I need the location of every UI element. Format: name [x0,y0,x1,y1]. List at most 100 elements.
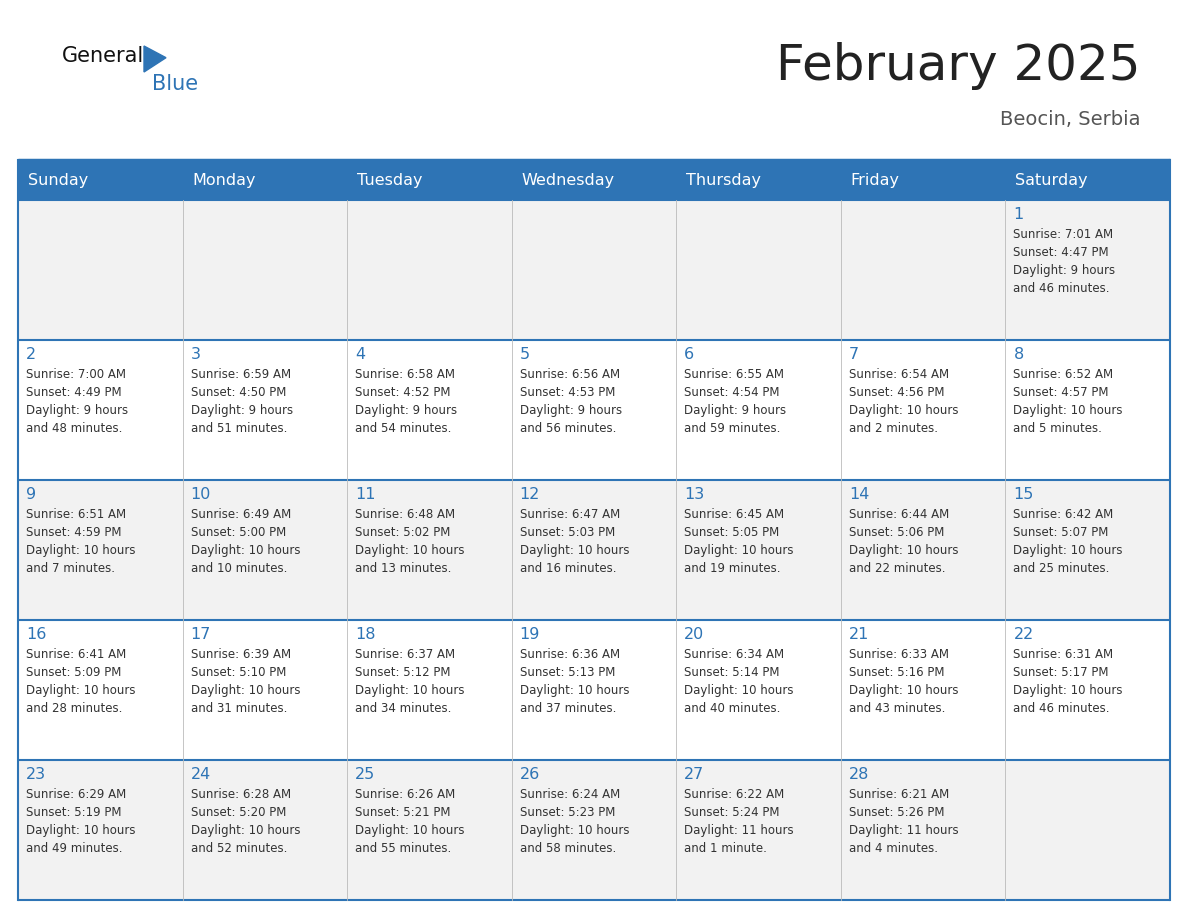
Text: 6: 6 [684,347,695,362]
Bar [183,200,347,340]
Text: 13: 13 [684,487,704,502]
Bar [347,760,512,900]
Text: 28: 28 [849,767,870,782]
Text: 12: 12 [519,487,541,502]
Bar [18,160,183,200]
Text: Sunday: Sunday [29,173,88,187]
Text: Sunrise: 6:36 AM
Sunset: 5:13 PM
Daylight: 10 hours
and 37 minutes.: Sunrise: 6:36 AM Sunset: 5:13 PM Dayligh… [519,648,630,715]
Text: Sunrise: 6:33 AM
Sunset: 5:16 PM
Daylight: 10 hours
and 43 minutes.: Sunrise: 6:33 AM Sunset: 5:16 PM Dayligh… [849,648,959,715]
Bar [512,480,676,620]
Text: Sunrise: 7:01 AM
Sunset: 4:47 PM
Daylight: 9 hours
and 46 minutes.: Sunrise: 7:01 AM Sunset: 4:47 PM Dayligh… [1013,228,1116,295]
Text: Wednesday: Wednesday [522,173,615,187]
Bar [18,760,183,900]
Bar [347,480,512,620]
Text: Sunrise: 6:48 AM
Sunset: 5:02 PM
Daylight: 10 hours
and 13 minutes.: Sunrise: 6:48 AM Sunset: 5:02 PM Dayligh… [355,508,465,575]
Text: Sunrise: 6:22 AM
Sunset: 5:24 PM
Daylight: 11 hours
and 1 minute.: Sunrise: 6:22 AM Sunset: 5:24 PM Dayligh… [684,788,794,855]
Bar [512,200,676,340]
Text: Sunrise: 6:51 AM
Sunset: 4:59 PM
Daylight: 10 hours
and 7 minutes.: Sunrise: 6:51 AM Sunset: 4:59 PM Dayligh… [26,508,135,575]
Bar [841,760,1005,900]
Bar [347,620,512,760]
Text: Sunrise: 6:39 AM
Sunset: 5:10 PM
Daylight: 10 hours
and 31 minutes.: Sunrise: 6:39 AM Sunset: 5:10 PM Dayligh… [190,648,301,715]
Text: Beocin, Serbia: Beocin, Serbia [999,110,1140,129]
Bar [676,340,841,480]
Bar [841,160,1005,200]
Bar [183,620,347,760]
Text: 4: 4 [355,347,365,362]
Text: 26: 26 [519,767,541,782]
Bar [347,160,512,200]
Text: Sunrise: 6:34 AM
Sunset: 5:14 PM
Daylight: 10 hours
and 40 minutes.: Sunrise: 6:34 AM Sunset: 5:14 PM Dayligh… [684,648,794,715]
Text: General: General [62,46,144,66]
Text: 14: 14 [849,487,870,502]
Bar [676,200,841,340]
Text: Sunrise: 6:41 AM
Sunset: 5:09 PM
Daylight: 10 hours
and 28 minutes.: Sunrise: 6:41 AM Sunset: 5:09 PM Dayligh… [26,648,135,715]
Text: 2: 2 [26,347,36,362]
Text: 25: 25 [355,767,375,782]
Text: Sunrise: 6:44 AM
Sunset: 5:06 PM
Daylight: 10 hours
and 22 minutes.: Sunrise: 6:44 AM Sunset: 5:06 PM Dayligh… [849,508,959,575]
Text: 16: 16 [26,627,46,642]
Text: Monday: Monday [192,173,257,187]
Text: 21: 21 [849,627,870,642]
Text: 10: 10 [190,487,211,502]
Text: February 2025: February 2025 [776,42,1140,90]
Bar [841,200,1005,340]
Bar [1005,160,1170,200]
Text: 20: 20 [684,627,704,642]
Bar [183,480,347,620]
Bar [512,160,676,200]
Bar [841,480,1005,620]
Text: 24: 24 [190,767,210,782]
Bar [512,760,676,900]
Text: Sunrise: 6:56 AM
Sunset: 4:53 PM
Daylight: 9 hours
and 56 minutes.: Sunrise: 6:56 AM Sunset: 4:53 PM Dayligh… [519,368,621,435]
Text: Sunrise: 6:59 AM
Sunset: 4:50 PM
Daylight: 9 hours
and 51 minutes.: Sunrise: 6:59 AM Sunset: 4:50 PM Dayligh… [190,368,292,435]
Bar [347,200,512,340]
Text: 9: 9 [26,487,36,502]
Bar [1005,200,1170,340]
Text: Sunrise: 6:47 AM
Sunset: 5:03 PM
Daylight: 10 hours
and 16 minutes.: Sunrise: 6:47 AM Sunset: 5:03 PM Dayligh… [519,508,630,575]
Text: Thursday: Thursday [687,173,762,187]
Text: Sunrise: 6:49 AM
Sunset: 5:00 PM
Daylight: 10 hours
and 10 minutes.: Sunrise: 6:49 AM Sunset: 5:00 PM Dayligh… [190,508,301,575]
Text: 15: 15 [1013,487,1034,502]
Bar [1005,760,1170,900]
Bar [1005,340,1170,480]
Text: Sunrise: 7:00 AM
Sunset: 4:49 PM
Daylight: 9 hours
and 48 minutes.: Sunrise: 7:00 AM Sunset: 4:49 PM Dayligh… [26,368,128,435]
Text: Sunrise: 6:21 AM
Sunset: 5:26 PM
Daylight: 11 hours
and 4 minutes.: Sunrise: 6:21 AM Sunset: 5:26 PM Dayligh… [849,788,959,855]
Text: 8: 8 [1013,347,1024,362]
Polygon shape [144,46,166,72]
Text: 17: 17 [190,627,211,642]
Bar [347,340,512,480]
Bar [512,340,676,480]
Text: Friday: Friday [851,173,899,187]
Text: Sunrise: 6:52 AM
Sunset: 4:57 PM
Daylight: 10 hours
and 5 minutes.: Sunrise: 6:52 AM Sunset: 4:57 PM Dayligh… [1013,368,1123,435]
Text: 1: 1 [1013,207,1024,222]
Text: Sunrise: 6:26 AM
Sunset: 5:21 PM
Daylight: 10 hours
and 55 minutes.: Sunrise: 6:26 AM Sunset: 5:21 PM Dayligh… [355,788,465,855]
Text: Sunrise: 6:37 AM
Sunset: 5:12 PM
Daylight: 10 hours
and 34 minutes.: Sunrise: 6:37 AM Sunset: 5:12 PM Dayligh… [355,648,465,715]
Bar [18,480,183,620]
Text: Sunrise: 6:28 AM
Sunset: 5:20 PM
Daylight: 10 hours
and 52 minutes.: Sunrise: 6:28 AM Sunset: 5:20 PM Dayligh… [190,788,301,855]
Text: 19: 19 [519,627,541,642]
Text: Sunrise: 6:58 AM
Sunset: 4:52 PM
Daylight: 9 hours
and 54 minutes.: Sunrise: 6:58 AM Sunset: 4:52 PM Dayligh… [355,368,457,435]
Bar [841,620,1005,760]
Text: Sunrise: 6:42 AM
Sunset: 5:07 PM
Daylight: 10 hours
and 25 minutes.: Sunrise: 6:42 AM Sunset: 5:07 PM Dayligh… [1013,508,1123,575]
Bar [183,160,347,200]
Bar [1005,480,1170,620]
Bar [1005,620,1170,760]
Bar [841,340,1005,480]
Bar [18,620,183,760]
Text: Blue: Blue [152,74,198,94]
Text: 22: 22 [1013,627,1034,642]
Bar [676,160,841,200]
Bar [676,480,841,620]
Bar [512,620,676,760]
Text: 18: 18 [355,627,375,642]
Bar [18,340,183,480]
Text: Sunrise: 6:24 AM
Sunset: 5:23 PM
Daylight: 10 hours
and 58 minutes.: Sunrise: 6:24 AM Sunset: 5:23 PM Dayligh… [519,788,630,855]
Text: Sunrise: 6:31 AM
Sunset: 5:17 PM
Daylight: 10 hours
and 46 minutes.: Sunrise: 6:31 AM Sunset: 5:17 PM Dayligh… [1013,648,1123,715]
Text: Saturday: Saturday [1016,173,1088,187]
Bar [183,760,347,900]
Text: Sunrise: 6:55 AM
Sunset: 4:54 PM
Daylight: 9 hours
and 59 minutes.: Sunrise: 6:55 AM Sunset: 4:54 PM Dayligh… [684,368,786,435]
Text: 7: 7 [849,347,859,362]
Text: 3: 3 [190,347,201,362]
Text: 23: 23 [26,767,46,782]
Bar [183,340,347,480]
